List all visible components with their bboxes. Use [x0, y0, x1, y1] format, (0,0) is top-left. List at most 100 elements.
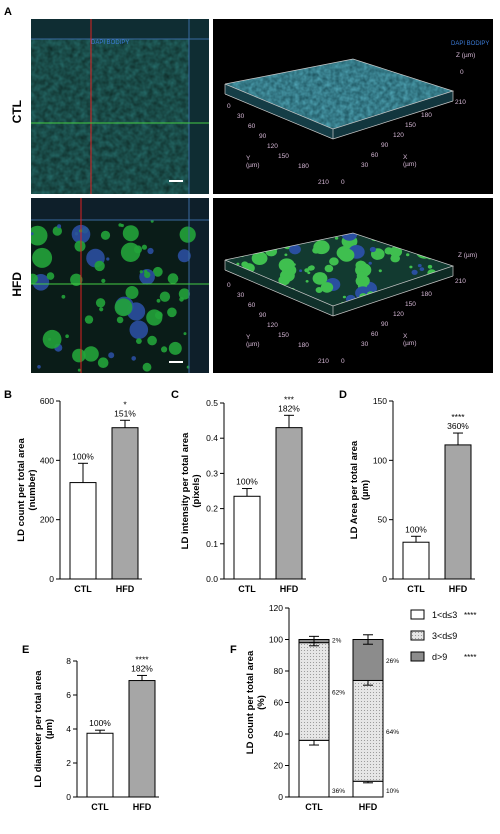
bar-percent-label: 360%	[447, 421, 469, 431]
lipid-droplet	[236, 262, 240, 266]
lipid-droplet	[411, 269, 418, 275]
lipid-droplet	[83, 346, 99, 362]
x-tick-label: HFD	[133, 802, 152, 812]
lipid-droplet	[442, 286, 446, 289]
ctl-3d-image: DAPI BODIPY Z (µm) 0 0 30 60 90 120 150 …	[213, 19, 493, 194]
lipid-droplet	[97, 357, 109, 368]
lipid-droplet	[226, 235, 230, 238]
ctl-z-top: 0	[460, 69, 464, 76]
lipid-droplet	[147, 247, 154, 255]
lipid-droplet	[156, 298, 161, 303]
lipid-droplet	[225, 274, 231, 281]
segment-percent-label: 2%	[332, 638, 342, 645]
bar-ctl	[233, 495, 261, 580]
lipid-droplet	[334, 236, 339, 240]
lipid-droplet	[101, 278, 106, 283]
hfd-y-tick: 0	[227, 282, 231, 289]
lipid-droplet	[106, 257, 110, 261]
y-tick-label: 100	[373, 455, 387, 465]
y-axis-title: LD count per total area(%)	[245, 650, 267, 754]
lipid-droplet	[445, 233, 451, 238]
lipid-droplet	[31, 232, 34, 236]
segment-percent-label: 10%	[386, 788, 399, 795]
lipid-droplet	[31, 225, 48, 246]
lipid-droplet	[436, 285, 441, 289]
lipid-droplet	[120, 242, 141, 262]
y-tick-label: 150	[373, 396, 387, 406]
lipid-droplet	[243, 285, 247, 288]
legend-swatch	[410, 630, 425, 641]
bar-ctl	[402, 541, 430, 580]
chart-c: C 0.0 0.1 0.2 0.3 0.4 0.5 LD intensity per tota…	[171, 389, 306, 594]
hfd-y-axis-label: Y (µm)	[246, 334, 260, 348]
lipid-droplet	[65, 334, 69, 338]
lipid-droplet	[114, 298, 133, 317]
y-tick-label: 0.4	[206, 433, 218, 443]
bar-percent-label: 100%	[72, 451, 94, 461]
segment-percent-label: 64%	[386, 729, 399, 736]
lipid-droplet	[409, 265, 413, 269]
panel-letter-b: B	[4, 389, 12, 401]
chart-f: F 0 20 40 60 80 100 120 LD count per total area(…	[230, 603, 476, 812]
bar-percent-label: 100%	[236, 477, 258, 487]
lipid-droplet	[312, 272, 328, 285]
ctl-y-tick: 150	[278, 153, 289, 160]
lipid-droplet	[342, 295, 346, 299]
y-tick-label: 4	[66, 724, 71, 734]
ctl-right-legend: DAPI BODIPY	[451, 41, 490, 47]
lipid-droplet	[131, 356, 136, 361]
y-tick-label: 600	[40, 396, 54, 406]
significance-label: *	[123, 399, 127, 409]
legend-significance: ****	[464, 653, 476, 662]
y-axis-title-line: (%)	[256, 695, 267, 710]
row-label-hfd: HFD	[10, 272, 24, 297]
ctl-x-axis-label: X (µm)	[403, 154, 417, 168]
y-axis-title-line: LD intensity per total area	[180, 432, 191, 549]
hfd-x-tick: 120	[393, 311, 404, 318]
y-tick-label: 0.1	[206, 539, 218, 549]
lipid-droplet	[74, 240, 86, 252]
lipid-droplet	[304, 268, 310, 273]
significance-label: ****	[135, 654, 149, 664]
x-tick-label: HFD	[449, 584, 468, 594]
lipid-droplet	[278, 258, 295, 272]
lipid-droplet	[152, 266, 163, 277]
lipid-droplet	[241, 261, 249, 268]
ctl-x-tick: 30	[361, 162, 369, 169]
lipid-droplet	[378, 269, 382, 273]
y-axis-title-line: LD count per total area	[245, 650, 256, 754]
y-axis-title-line: (µm)	[44, 719, 55, 739]
lipid-droplet	[179, 226, 196, 243]
bar-percent-label: 100%	[405, 524, 427, 534]
lipid-droplet	[434, 233, 451, 241]
lipid-droplet	[305, 280, 309, 283]
ctl-x-tick: 180	[421, 112, 432, 119]
hfd-y-tick: 60	[248, 302, 256, 309]
hfd-orthogonal-image	[31, 198, 209, 373]
row-label-ctl: CTL	[10, 100, 24, 124]
panel-letter-c: C	[171, 389, 179, 401]
lipid-droplet	[418, 298, 424, 304]
lipid-droplet	[312, 247, 320, 254]
legend-label: 3<d≤9	[432, 631, 457, 641]
lipid-droplet	[142, 362, 152, 372]
lipid-droplet	[237, 233, 248, 238]
ctl-y-tick: 120	[267, 143, 278, 150]
lipid-droplet	[84, 315, 94, 324]
lipid-droplet	[94, 260, 105, 272]
lipid-droplet	[168, 341, 182, 355]
lipid-droplet	[141, 244, 147, 250]
bar-hfd	[111, 427, 139, 580]
lipid-droplet	[399, 293, 408, 301]
y-axis-title: LD count per total area(number)	[16, 438, 38, 542]
lipid-droplet	[402, 233, 411, 237]
y-tick-label: 8	[66, 656, 71, 666]
lipid-droplet	[307, 266, 314, 271]
lipid-droplet	[299, 269, 303, 272]
ctl-y-tick: 180	[298, 163, 309, 170]
lipid-droplet	[320, 282, 334, 293]
lipid-droplet	[139, 270, 143, 274]
y-tick-label: 40	[274, 729, 284, 739]
x-tick-label: HFD	[280, 584, 299, 594]
chart-d: D 0 50 100 150 LD Area per total area(µm) 100%…	[339, 389, 475, 594]
